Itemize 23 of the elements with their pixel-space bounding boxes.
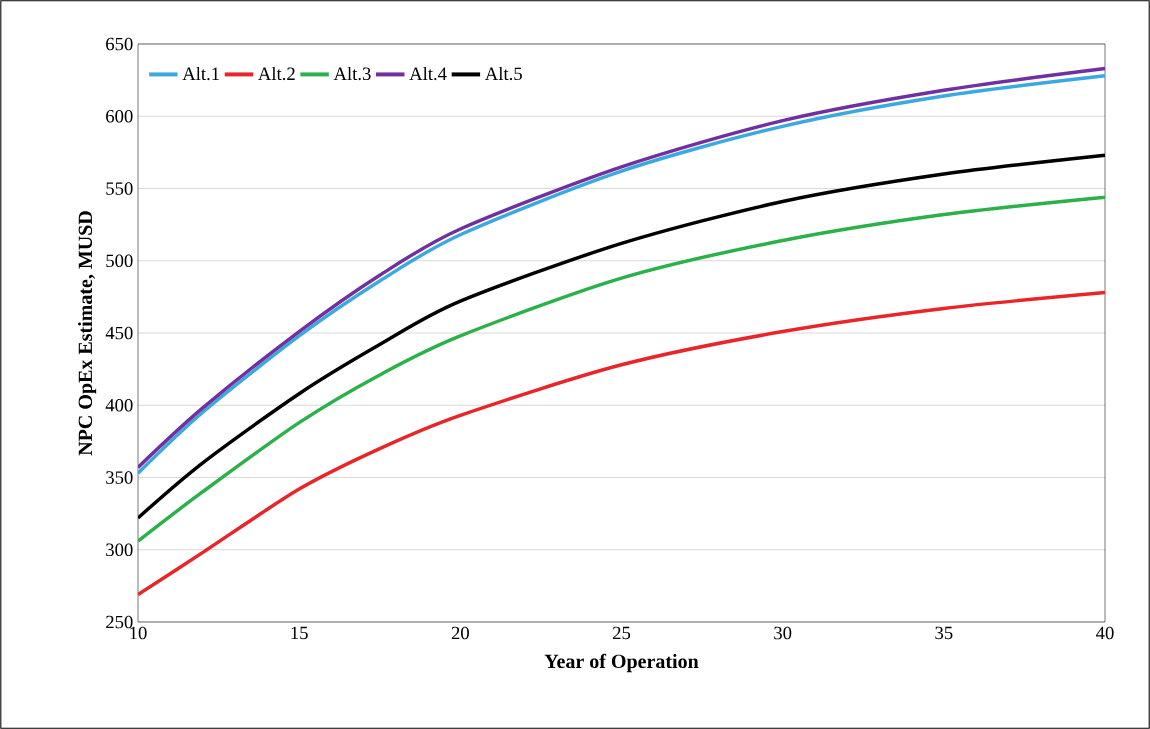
y-tick-label: 600 <box>106 109 133 123</box>
y-tick-label: 300 <box>106 543 133 557</box>
y-tick-label: 650 <box>106 37 133 51</box>
x-axis-title: Year of Operation <box>544 653 699 673</box>
legend-label: Alt.3 <box>333 66 371 81</box>
x-tick-label: 35 <box>935 626 953 640</box>
x-tick-label: 15 <box>291 626 308 640</box>
legend-label: Alt.1 <box>182 66 219 81</box>
y-axis-title: NPC OpEx Estimate, MUSD <box>78 211 97 456</box>
y-tick-label: 350 <box>106 471 133 484</box>
legend-label: Alt.2 <box>258 66 295 81</box>
legend-label: Alt.4 <box>409 66 447 81</box>
y-tick-label: 400 <box>105 398 133 412</box>
legend-label: Alt.5 <box>484 66 522 81</box>
x-tick-label: 25 <box>612 626 631 640</box>
x-tick-label: 20 <box>451 626 469 640</box>
y-tick-label: 450 <box>105 326 133 340</box>
x-tick-label: 40 <box>1096 626 1114 640</box>
y-tick-label: 550 <box>106 182 133 195</box>
line-series <box>138 195 1106 543</box>
line-series <box>138 290 1106 597</box>
x-tick-label: 30 <box>774 626 792 640</box>
y-tick-label: 500 <box>106 254 133 268</box>
